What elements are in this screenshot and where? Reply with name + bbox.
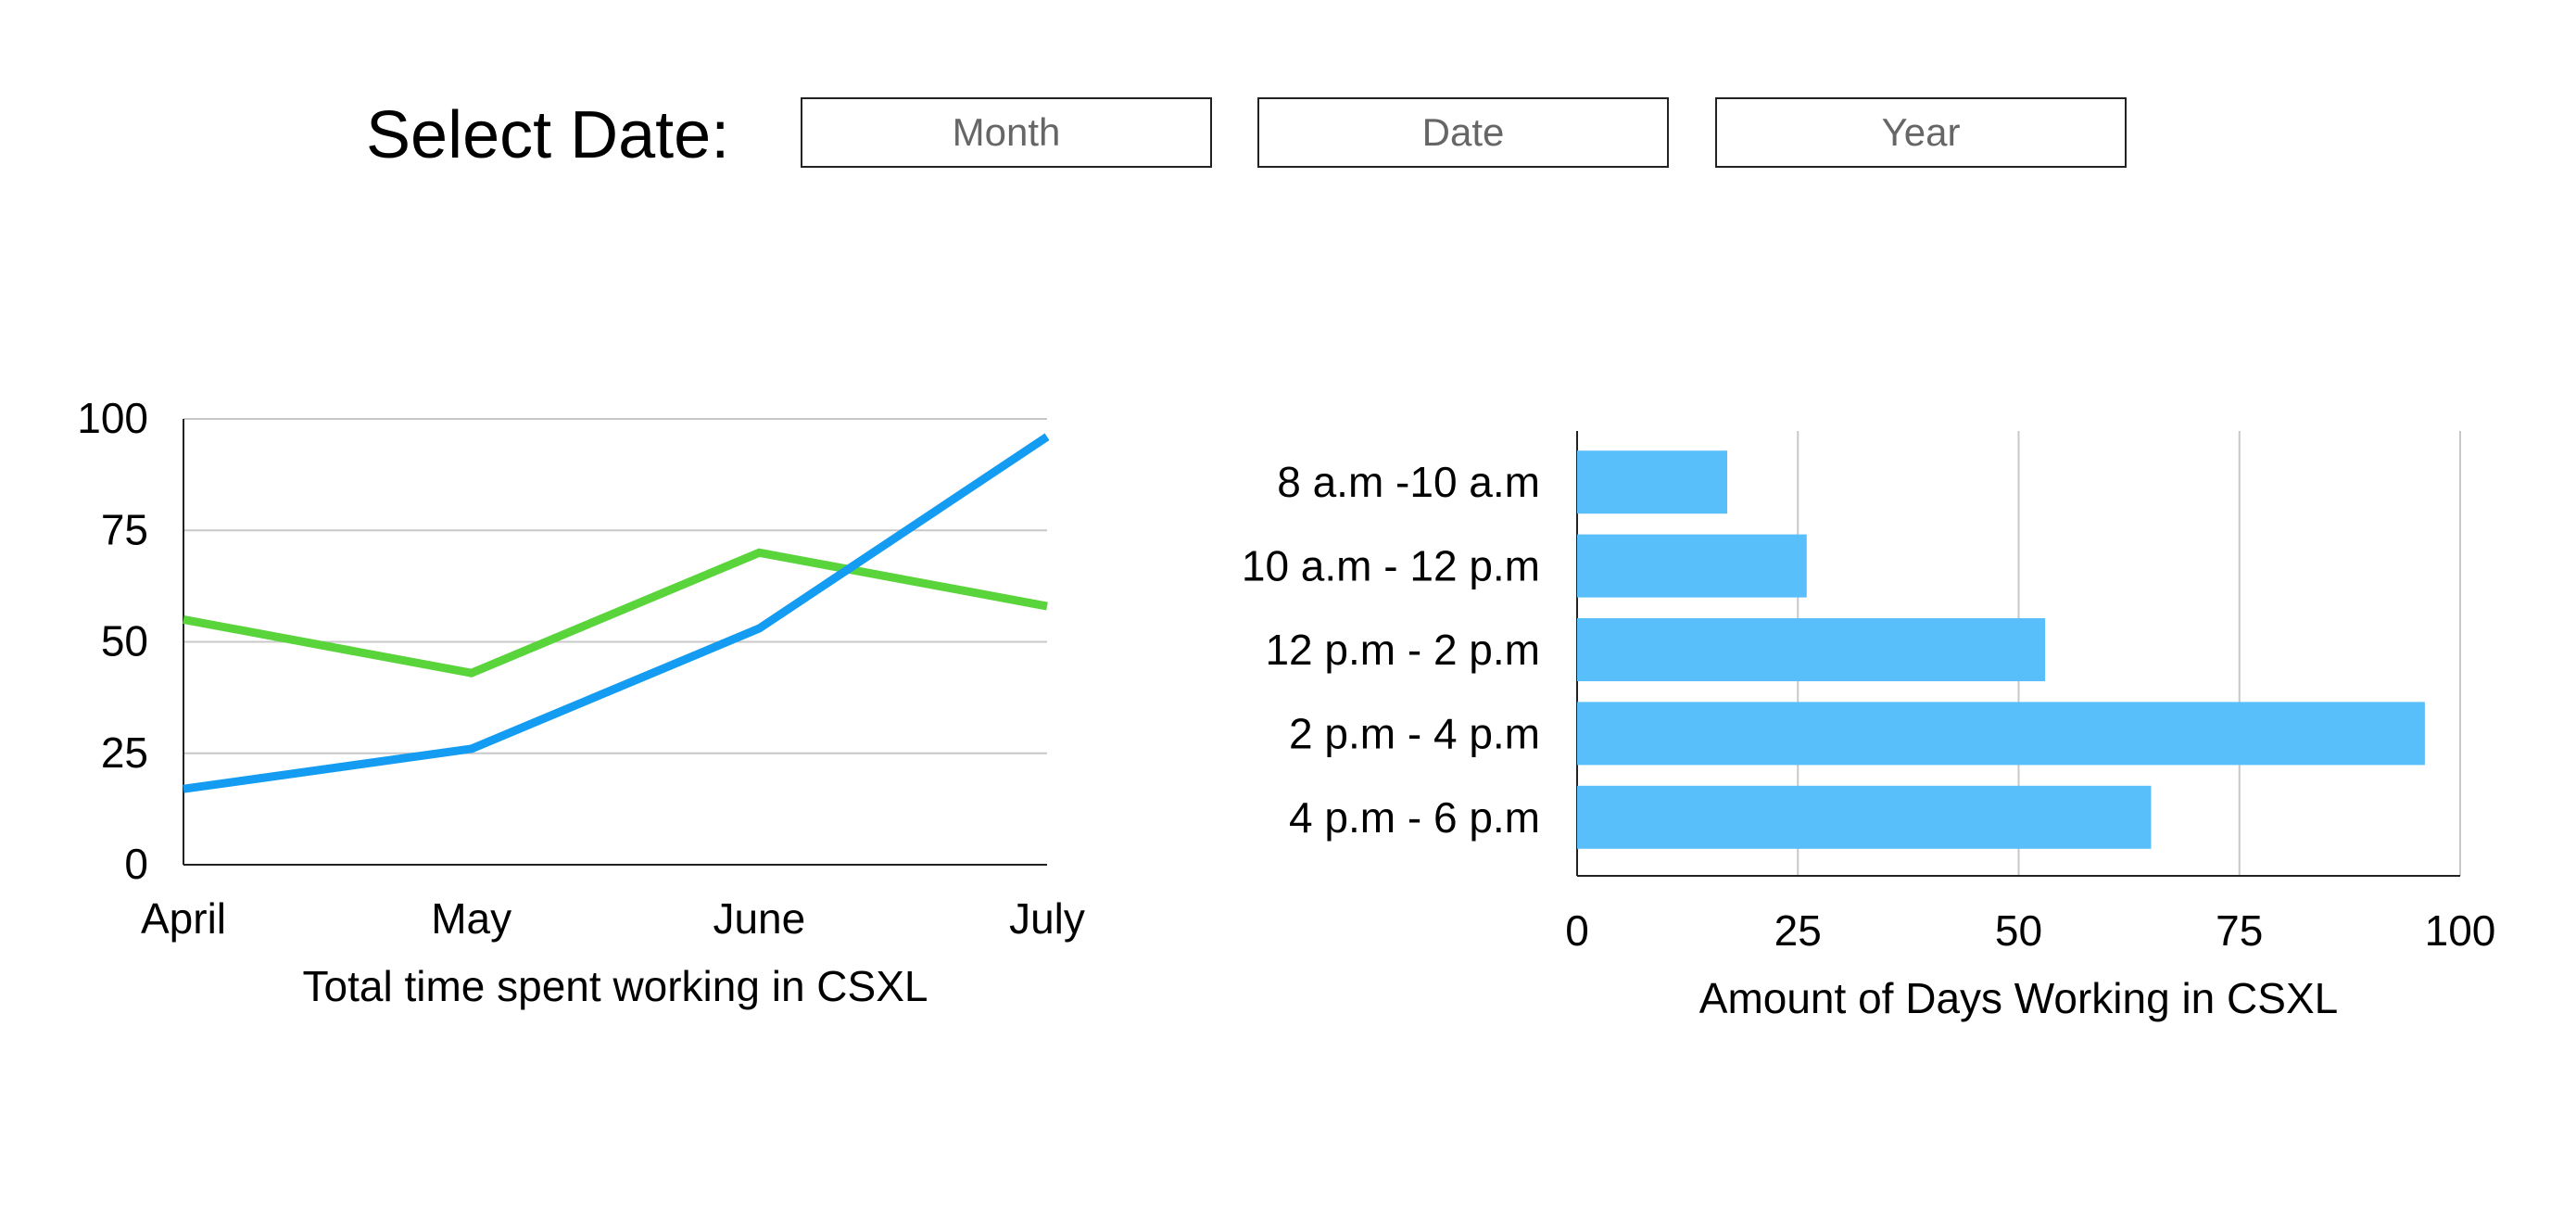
bar-chart-category-label: 8 a.m -10 a.m <box>1277 458 1540 506</box>
bar-chart-x-axis-label: Amount of Days Working in CSXL <box>1699 974 2338 1022</box>
date-placeholder: Date <box>1421 110 1505 154</box>
line-chart-y-tick-label: 50 <box>101 617 148 665</box>
bar-chart-x-tick-label: 25 <box>1774 906 1822 955</box>
year-placeholder: Year <box>1881 110 1961 154</box>
line-chart-x-tick-label: July <box>1009 894 1085 943</box>
line-chart-x-tick-label: April <box>141 894 226 943</box>
bar-chart-category-label: 4 p.m - 6 p.m <box>1289 793 1540 842</box>
line-chart-y-tick-label: 100 <box>77 394 148 442</box>
bar-chart-category-label: 2 p.m - 4 p.m <box>1289 709 1540 757</box>
bar-chart-category-label: 12 p.m - 2 p.m <box>1265 626 1540 674</box>
bar-chart-bar <box>1577 534 1807 598</box>
select-date-label: Select Date: <box>366 98 730 172</box>
line-chart-series-2 <box>183 433 1050 793</box>
line-chart-x-tick-label: May <box>431 894 511 943</box>
bar-chart-x-tick-label: 50 <box>1995 906 2042 955</box>
date-field[interactable]: Date <box>1257 97 1669 168</box>
bar-chart-bar <box>1577 785 2152 849</box>
line-chart-y-tick-label: 25 <box>101 728 148 777</box>
month-field[interactable]: Month <box>801 97 1212 168</box>
bar-chart-bar <box>1577 618 2046 681</box>
bar-chart-x-tick-label: 100 <box>2425 906 2496 955</box>
line-chart-y-tick-label: 0 <box>124 840 148 888</box>
line-chart-x-tick-label: June <box>713 894 805 943</box>
line-chart-series-1 <box>183 548 1048 678</box>
bar-chart-bar <box>1577 450 1728 514</box>
month-placeholder: Month <box>952 110 1061 154</box>
year-field[interactable]: Year <box>1715 97 2127 168</box>
bar-chart-x-tick-label: 0 <box>1565 906 1589 955</box>
bar-chart-category-label: 10 a.m - 12 p.m <box>1242 542 1540 590</box>
line-chart-x-axis-label: Total time spent working in CSXL <box>303 962 928 1010</box>
line-chart-y-tick-label: 75 <box>101 505 148 553</box>
bar-chart-bar <box>1577 702 2425 766</box>
bar-chart-x-tick-label: 75 <box>2216 906 2263 955</box>
